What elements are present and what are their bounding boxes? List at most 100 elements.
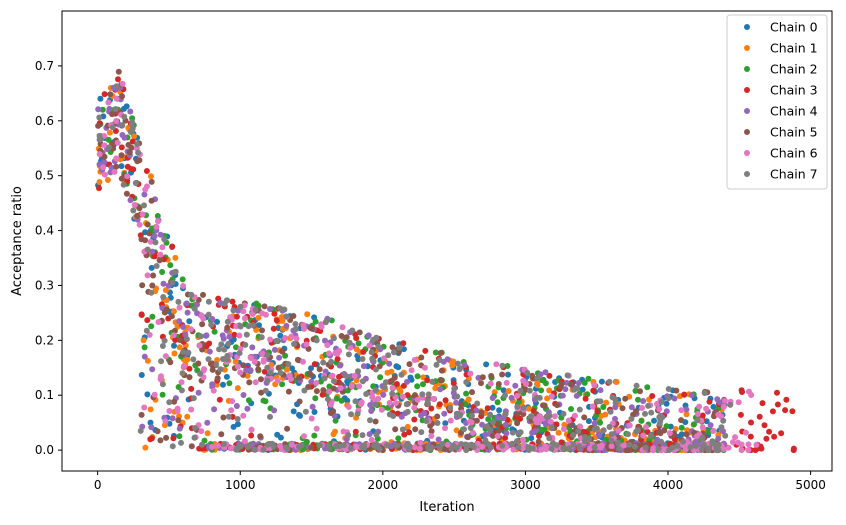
data-point	[615, 439, 621, 446]
data-point	[546, 372, 553, 379]
data-point	[147, 436, 154, 443]
data-point	[745, 441, 752, 448]
data-point	[612, 404, 619, 411]
data-point	[482, 431, 489, 438]
data-point	[241, 438, 248, 445]
data-point	[156, 257, 163, 264]
data-point	[384, 442, 390, 448]
data-point	[386, 411, 393, 418]
data-point	[577, 423, 584, 430]
data-point	[479, 443, 486, 450]
data-point	[219, 332, 226, 339]
data-point	[752, 447, 759, 454]
data-point	[649, 393, 656, 399]
data-point	[467, 425, 474, 431]
data-point	[561, 426, 567, 432]
data-point	[151, 391, 158, 398]
data-point	[505, 371, 511, 378]
data-point	[338, 397, 345, 404]
data-point	[710, 403, 717, 410]
data-point	[739, 389, 745, 395]
data-point	[233, 323, 240, 330]
data-point	[761, 422, 768, 429]
data-point	[418, 429, 425, 436]
data-point	[149, 282, 156, 289]
data-point	[616, 445, 622, 452]
data-point	[285, 361, 292, 367]
data-point	[294, 356, 301, 363]
data-point	[778, 430, 785, 437]
data-point	[643, 424, 649, 430]
data-point	[160, 280, 167, 287]
data-point	[395, 435, 402, 442]
data-point	[499, 442, 506, 449]
data-point	[172, 254, 179, 261]
data-point	[211, 328, 218, 335]
data-point	[101, 171, 108, 178]
data-point	[168, 313, 175, 320]
data-point	[658, 438, 665, 445]
data-point	[502, 392, 508, 399]
data-point	[148, 264, 155, 271]
x-tick-label: 0	[94, 478, 102, 492]
data-point	[774, 389, 780, 396]
data-point	[205, 356, 212, 363]
data-point	[188, 385, 195, 392]
data-point	[337, 385, 344, 391]
data-point	[430, 395, 437, 402]
data-point	[769, 408, 776, 415]
data-point	[211, 406, 218, 413]
data-point	[365, 332, 372, 339]
data-point	[135, 149, 142, 156]
data-point	[367, 417, 373, 424]
data-point	[288, 333, 295, 340]
data-point	[149, 313, 156, 320]
data-point	[559, 392, 566, 399]
data-point	[608, 431, 615, 438]
data-point	[288, 441, 295, 448]
data-point	[514, 403, 521, 410]
data-point	[124, 173, 131, 180]
data-point	[153, 263, 160, 269]
data-point	[322, 337, 328, 344]
data-point	[633, 428, 640, 435]
data-point	[131, 133, 138, 140]
data-point	[487, 411, 494, 418]
data-point	[157, 437, 164, 444]
data-point	[598, 378, 605, 385]
data-point	[247, 367, 254, 374]
data-point	[487, 380, 494, 387]
data-point	[433, 361, 440, 368]
data-point	[185, 349, 192, 356]
data-point	[136, 205, 143, 212]
data-point	[606, 424, 613, 430]
data-point	[454, 360, 461, 367]
data-point	[700, 441, 707, 448]
data-point	[500, 387, 507, 394]
data-point	[529, 445, 536, 452]
data-point	[640, 432, 647, 439]
data-point	[150, 272, 157, 279]
data-point	[585, 375, 592, 382]
data-point	[650, 445, 657, 452]
data-point	[347, 344, 354, 351]
data-point	[508, 394, 515, 401]
data-point	[404, 408, 411, 415]
data-point	[533, 394, 540, 401]
data-point	[562, 386, 569, 393]
data-point	[186, 374, 193, 381]
data-point	[478, 409, 485, 416]
data-point	[246, 442, 253, 449]
data-point	[674, 443, 681, 449]
data-point	[541, 426, 548, 433]
data-point	[141, 353, 148, 360]
data-point	[640, 398, 647, 404]
data-point	[298, 442, 305, 449]
data-point	[258, 334, 265, 341]
data-point	[347, 445, 354, 452]
data-point	[262, 311, 269, 318]
legend-label: Chain 1	[770, 41, 818, 56]
data-point	[420, 381, 426, 388]
data-point	[318, 323, 325, 330]
data-point	[271, 346, 278, 353]
